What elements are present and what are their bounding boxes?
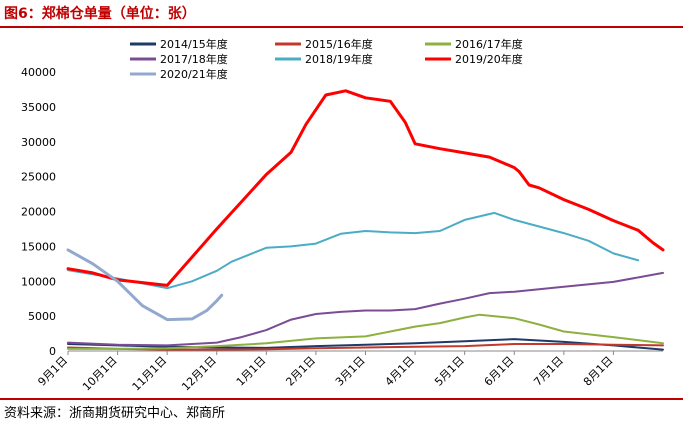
series-line-4 xyxy=(67,271,664,347)
x-tick-label: 9月1日 xyxy=(35,354,70,389)
chart-title: 图6：郑棉仓单量（单位：张） xyxy=(4,6,196,22)
y-tick-label: 30000 xyxy=(21,136,56,149)
title-bar: 图6：郑棉仓单量（单位：张） xyxy=(0,0,683,28)
series-line-5 xyxy=(67,211,640,290)
series-line-2 xyxy=(67,343,664,351)
chart: 2014/15年度 2015/16年度 2016/17年度 2017/18年度 2018… xyxy=(21,37,665,394)
x-tick-label: 8月1日 xyxy=(581,354,616,389)
y-tick-label: 10000 xyxy=(21,275,56,288)
plot-area: 0 5000 10000 15000 20000 25000 30000 35000 40000… xyxy=(21,66,665,394)
legend-label: 2018/19年度 xyxy=(305,52,373,66)
y-tick-label: 5000 xyxy=(28,310,56,323)
x-tick-label: 2月1日 xyxy=(283,354,318,389)
y-tick-label: 15000 xyxy=(21,240,56,253)
footer-divider xyxy=(0,398,683,400)
y-tick-label: 25000 xyxy=(21,171,56,184)
source-note: 资料来源：浙商期货研究中心、郑商所 xyxy=(4,406,226,421)
legend-label: 2020/21年度 xyxy=(160,67,228,81)
legend: 2014/15年度 2015/16年度 2016/17年度 2017/18年度 2018… xyxy=(130,37,523,81)
series-line-6 xyxy=(66,89,665,287)
x-tick-label: 7月1日 xyxy=(531,354,566,389)
series-line-3 xyxy=(67,313,664,350)
legend-label: 2016/17年度 xyxy=(455,37,523,51)
y-tick-label: 40000 xyxy=(21,66,56,79)
series-line-1 xyxy=(67,338,664,351)
legend-label: 2017/18年度 xyxy=(160,52,228,66)
y-tick-label: 20000 xyxy=(21,206,56,219)
x-tick-label: 5月1日 xyxy=(432,354,467,389)
legend-label: 2019/20年度 xyxy=(455,52,523,66)
legend-label: 2015/16年度 xyxy=(305,37,373,51)
legend-label: 2014/15年度 xyxy=(160,37,228,51)
x-tick-label: 4月1日 xyxy=(383,354,418,389)
x-tick-label: 6月1日 xyxy=(482,354,517,389)
x-tick-label: 10月1日 xyxy=(80,354,120,394)
y-tick-label: 0 xyxy=(49,345,56,358)
x-tick-label: 3月1日 xyxy=(333,354,368,389)
y-tick-label: 35000 xyxy=(21,101,56,114)
x-tick-label: 1月1日 xyxy=(234,354,269,389)
x-tick-label: 11月1日 xyxy=(130,354,170,394)
x-tick-label: 12月1日 xyxy=(179,354,219,394)
series-line-7 xyxy=(66,248,224,322)
